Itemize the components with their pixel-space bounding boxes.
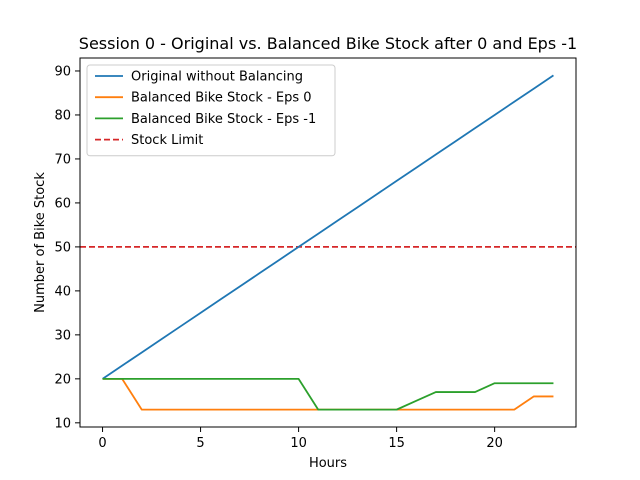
legend-frame: [86, 64, 336, 157]
y-tick-label: 20: [54, 372, 71, 387]
legend-label-0: Original without Balancing: [131, 70, 303, 85]
x-tick-label: 15: [388, 436, 405, 451]
chart-title: Session 0 - Original vs. Balanced Bike S…: [79, 34, 577, 53]
legend-label-2: Balanced Bike Stock - Eps -1: [131, 112, 316, 127]
x-tick-label: 0: [98, 436, 106, 451]
y-tick-label: 40: [54, 284, 71, 299]
x-axis-label: Hours: [309, 456, 347, 471]
y-axis: 10 20 30 40 50 60 70 80 90: [54, 64, 80, 431]
series-line-2: [102, 377, 554, 411]
y-tick-label: 10: [54, 416, 71, 431]
y-axis-label: Number of Bike Stock: [33, 172, 48, 313]
y-tick-label: 80: [54, 108, 71, 123]
plot-frame: [79, 57, 577, 428]
y-tick-label: 50: [54, 240, 71, 255]
legend-label-1: Balanced Bike Stock - Eps 0: [131, 91, 312, 106]
legend-label-3: Stock Limit: [131, 133, 203, 148]
legend: Original without Balancing Balanced Bike …: [86, 64, 336, 157]
x-tick-label: 20: [486, 436, 503, 451]
plot-area: [80, 74, 576, 411]
y-tick-label: 30: [54, 328, 71, 343]
x-tick-label: 5: [196, 436, 204, 451]
x-axis: 0 5 10 15 20: [98, 427, 503, 451]
y-tick-label: 60: [54, 196, 71, 211]
y-tick-label: 70: [54, 152, 71, 167]
y-tick-label: 90: [54, 64, 71, 79]
series-line-0: [102, 74, 554, 380]
x-tick-label: 10: [290, 436, 307, 451]
